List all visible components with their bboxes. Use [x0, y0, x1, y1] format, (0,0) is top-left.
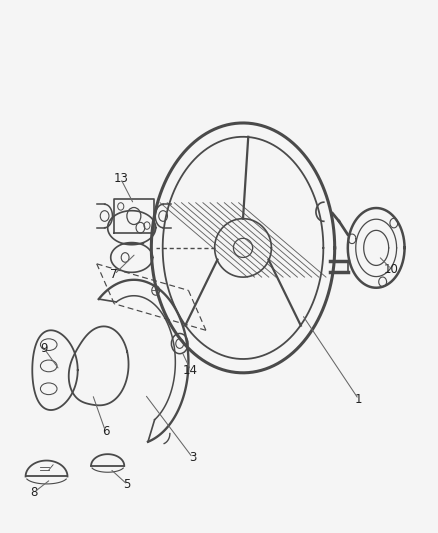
Text: 7: 7 — [110, 268, 118, 281]
Text: 8: 8 — [30, 486, 38, 499]
Text: 10: 10 — [384, 263, 399, 276]
Text: 6: 6 — [102, 425, 109, 438]
Text: 3: 3 — [189, 451, 197, 464]
Text: 5: 5 — [124, 478, 131, 491]
Text: 1: 1 — [355, 393, 363, 406]
Text: 9: 9 — [41, 342, 48, 356]
Text: 14: 14 — [183, 364, 198, 377]
Text: 13: 13 — [113, 172, 128, 185]
